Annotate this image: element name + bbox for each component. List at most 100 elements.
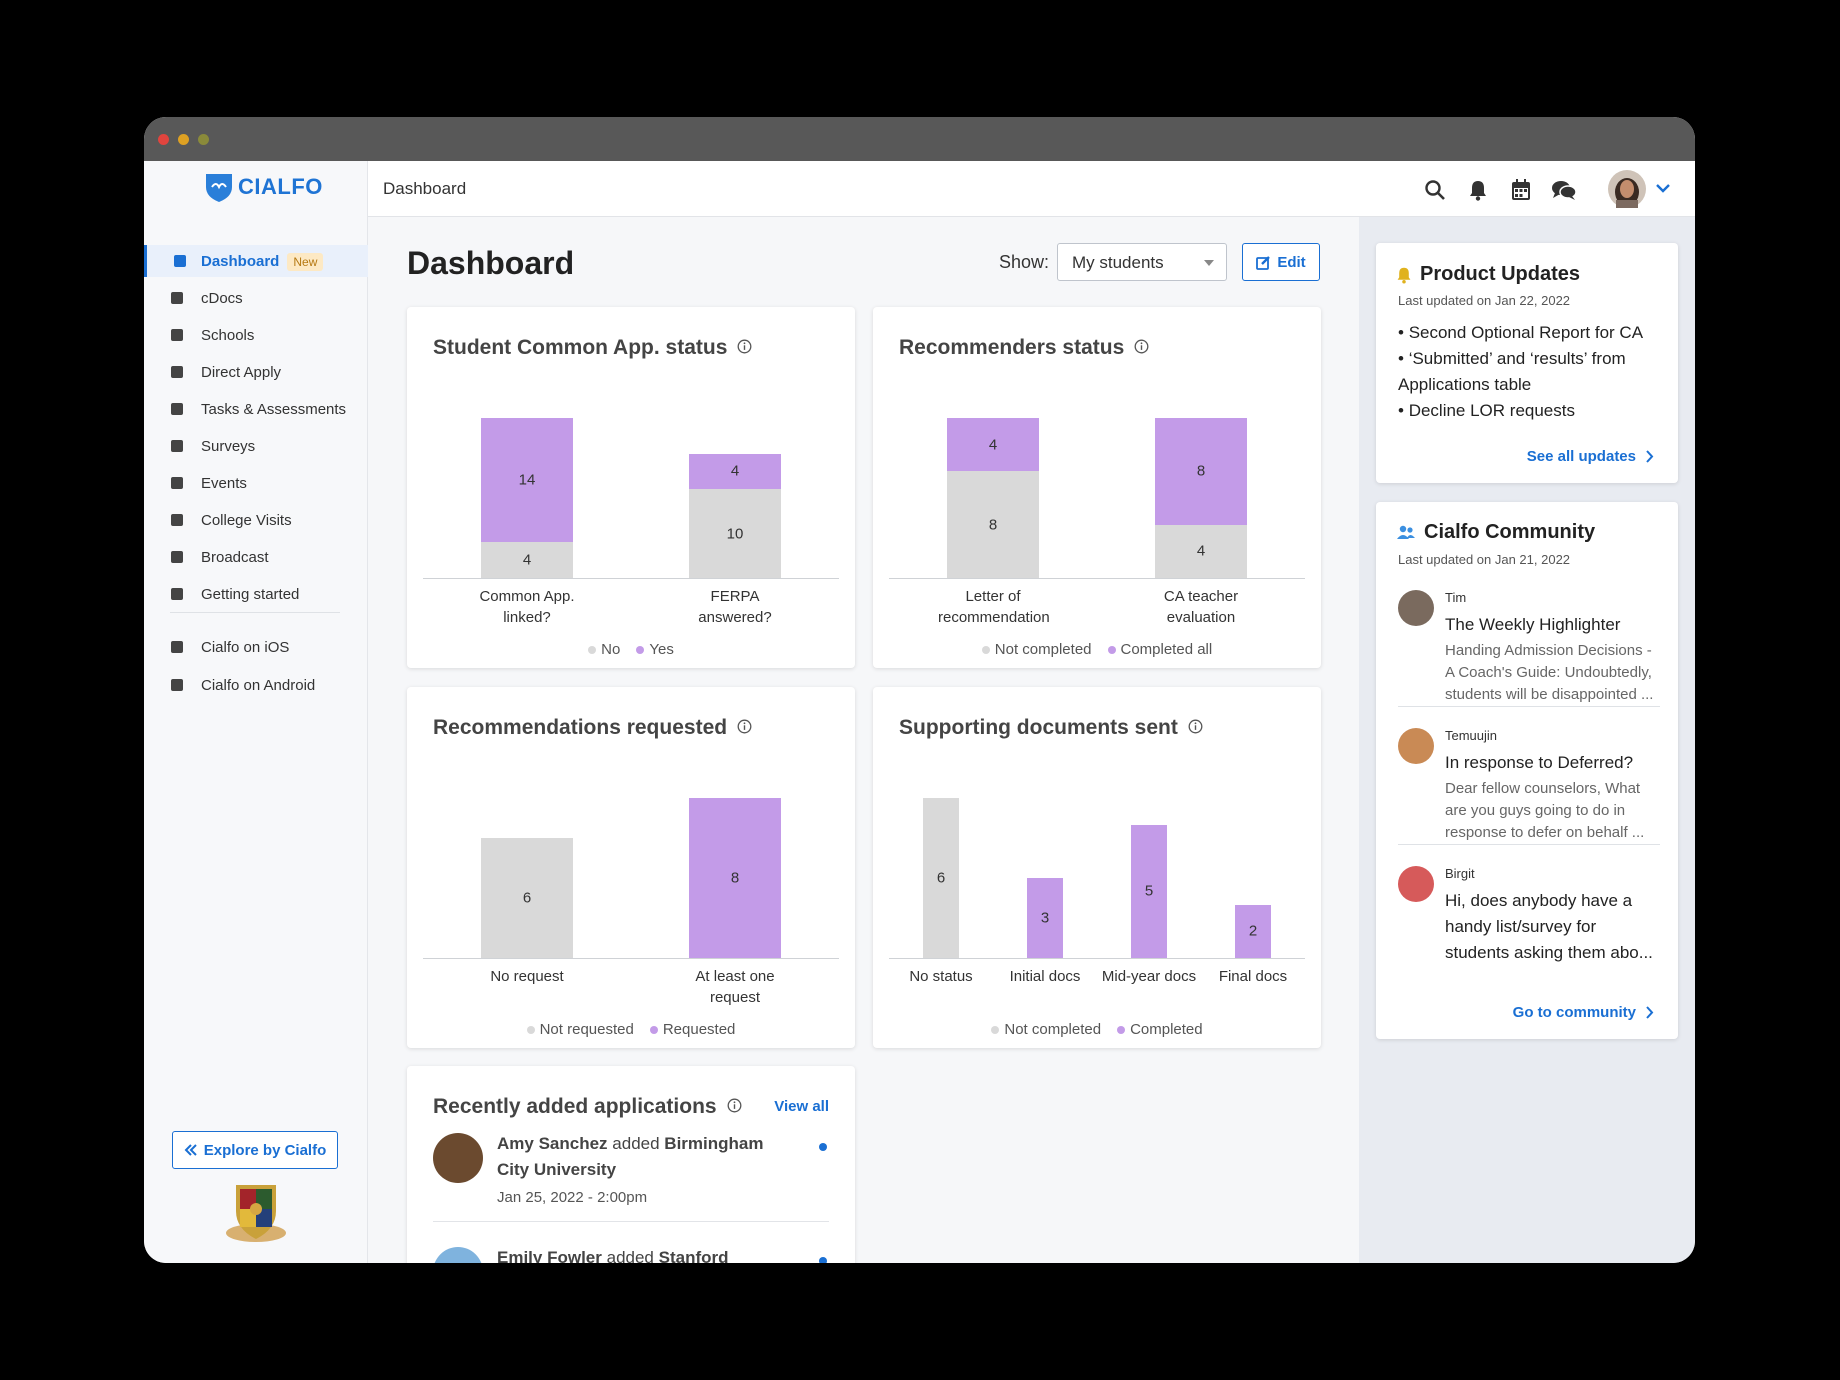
nav-item[interactable]: Events [144, 467, 368, 499]
nav-icon [171, 514, 183, 526]
category-label: Letter of recommendation [938, 588, 1050, 626]
legend-swatch [526, 1025, 535, 1034]
nav-item[interactable]: Direct Apply [144, 356, 368, 388]
show-dropdown[interactable]: My students [1057, 243, 1227, 281]
nav-label: College Visits [201, 512, 292, 529]
maximize-dot[interactable] [198, 134, 209, 145]
nav-label: Events [201, 475, 247, 492]
go-to-community-link[interactable]: Go to community [1513, 1004, 1654, 1021]
minimize-dot[interactable] [178, 134, 189, 145]
nav-item[interactable]: cDocs [144, 282, 368, 314]
legend: Not completed Completed all [873, 641, 1321, 658]
sidebar: CIALFO Explore by Cialfo Dashboard New cDo… [144, 161, 368, 1263]
info-icon[interactable] [1188, 716, 1203, 740]
right-panel: Product Updates Last updated on Jan 22, … [1359, 217, 1695, 1263]
update-item: ‘Submitted’ and ‘results’ from Applicati… [1398, 346, 1660, 398]
category-label: Initial docs [1009, 968, 1081, 985]
bar-segment: 8 [689, 798, 781, 958]
app-link[interactable]: Cialfo on Android [144, 669, 368, 701]
post-author: Tim [1445, 590, 1467, 605]
link-text: Go to community [1512, 1004, 1636, 1021]
bar-segment: 4 [689, 453, 781, 490]
info-icon[interactable] [737, 336, 752, 360]
logo-text: CIALFO [238, 174, 323, 199]
info-glyph [727, 1098, 742, 1113]
legend-item: Not completed [981, 641, 1092, 658]
nav-item[interactable]: Surveys [144, 430, 368, 462]
user-avatar[interactable] [1608, 170, 1646, 208]
post-excerpt: Dear fellow counselors, What are you guy… [1445, 780, 1645, 841]
search-icon[interactable] [1424, 179, 1446, 201]
nav-label-text: cDocs [201, 289, 243, 307]
nav-item[interactable]: Getting started [144, 578, 368, 610]
nav-label-text: Schools [201, 326, 255, 344]
explore-button[interactable]: Explore by Cialfo [172, 1131, 338, 1169]
nav-item[interactable]: Tasks & Assessments [144, 393, 368, 425]
category-label: At least one request [695, 968, 775, 1006]
value-label: 14 [518, 471, 536, 489]
info-icon[interactable] [727, 1095, 742, 1119]
bar-segment: 8 [1155, 418, 1247, 525]
nav-item[interactable]: Dashboard New [144, 245, 368, 277]
legend-item: Requested [649, 1021, 735, 1038]
info-icon[interactable] [737, 716, 752, 740]
category-label: FERPA answered? [698, 588, 772, 626]
post-title: Hi, does anybody have a handy list/surve… [1445, 891, 1653, 962]
post-author: Birgit [1445, 866, 1475, 881]
see-all-updates-link[interactable]: See all updates [1527, 448, 1654, 465]
bar-segment: 3 [1027, 878, 1063, 958]
chart-title-text: Supporting documents sent [899, 716, 1178, 739]
messages-icon[interactable] [1551, 179, 1577, 201]
category-label: No status [909, 968, 973, 985]
notifications-icon[interactable] [1468, 179, 1488, 201]
nav-label-text: Direct Apply [201, 363, 282, 381]
dropdown-value: My students [1072, 253, 1164, 272]
nav-label-text: Broadcast [201, 548, 269, 566]
chart-card: Recommenders status 8 4 Letter of recommend… [873, 307, 1321, 668]
info-icon[interactable] [1134, 336, 1149, 360]
post-title: The Weekly Highlighter [1445, 615, 1621, 634]
edit-icon [1256, 255, 1271, 270]
nav-item[interactable]: College Visits [144, 504, 368, 536]
user-menu-chevron[interactable] [1656, 183, 1670, 193]
app-link-label: Cialfo on iOS [201, 638, 290, 656]
nav-label: Broadcast [201, 549, 269, 566]
view-all-link[interactable]: View all [774, 1098, 829, 1115]
product-updates-date: Last updated on Jan 22, 2022 [1398, 293, 1571, 308]
browser-window: CIALFO Explore by Cialfo Dashboard New cDo… [144, 117, 1695, 1263]
bar-segment: 6 [923, 798, 959, 958]
applicant-avatar [433, 1133, 483, 1183]
unread-dot [819, 1257, 827, 1263]
header-title: Dashboard [383, 179, 467, 198]
post-title: In response to Deferred? [1445, 753, 1634, 772]
legend: Not completed Completed [873, 1021, 1321, 1038]
nav-item[interactable]: Schools [144, 319, 368, 351]
legend-label: Not completed [1004, 1021, 1102, 1038]
nav-icon [171, 588, 183, 600]
new-badge: New [287, 252, 324, 271]
chart-title: Student Common App. status [433, 336, 752, 360]
calendar-icon[interactable] [1511, 179, 1531, 201]
value-label: 4 [988, 436, 998, 454]
value-label: 6 [522, 889, 532, 907]
value-label: 8 [988, 516, 998, 534]
author-avatar [1398, 728, 1434, 764]
double-chevron [184, 1144, 197, 1156]
bar-segment: 5 [1131, 824, 1167, 958]
nav-icon [171, 292, 183, 304]
category-label: No request [490, 968, 564, 985]
close-dot[interactable] [158, 134, 169, 145]
divider [1398, 844, 1660, 845]
edit-button[interactable]: Edit [1242, 243, 1320, 281]
bar-segment: 14 [481, 418, 573, 543]
legend-swatch [1107, 645, 1116, 654]
app-link[interactable]: Cialfo on iOS [144, 631, 368, 663]
logo[interactable]: CIALFO [204, 171, 323, 203]
chevron [1646, 450, 1654, 463]
nav-label-text: Surveys [201, 437, 256, 455]
applications-title: Recently added applications [433, 1095, 742, 1119]
dropdown-caret [1204, 260, 1214, 266]
nav-item[interactable]: Broadcast [144, 541, 368, 573]
value-label: 4 [522, 551, 532, 569]
